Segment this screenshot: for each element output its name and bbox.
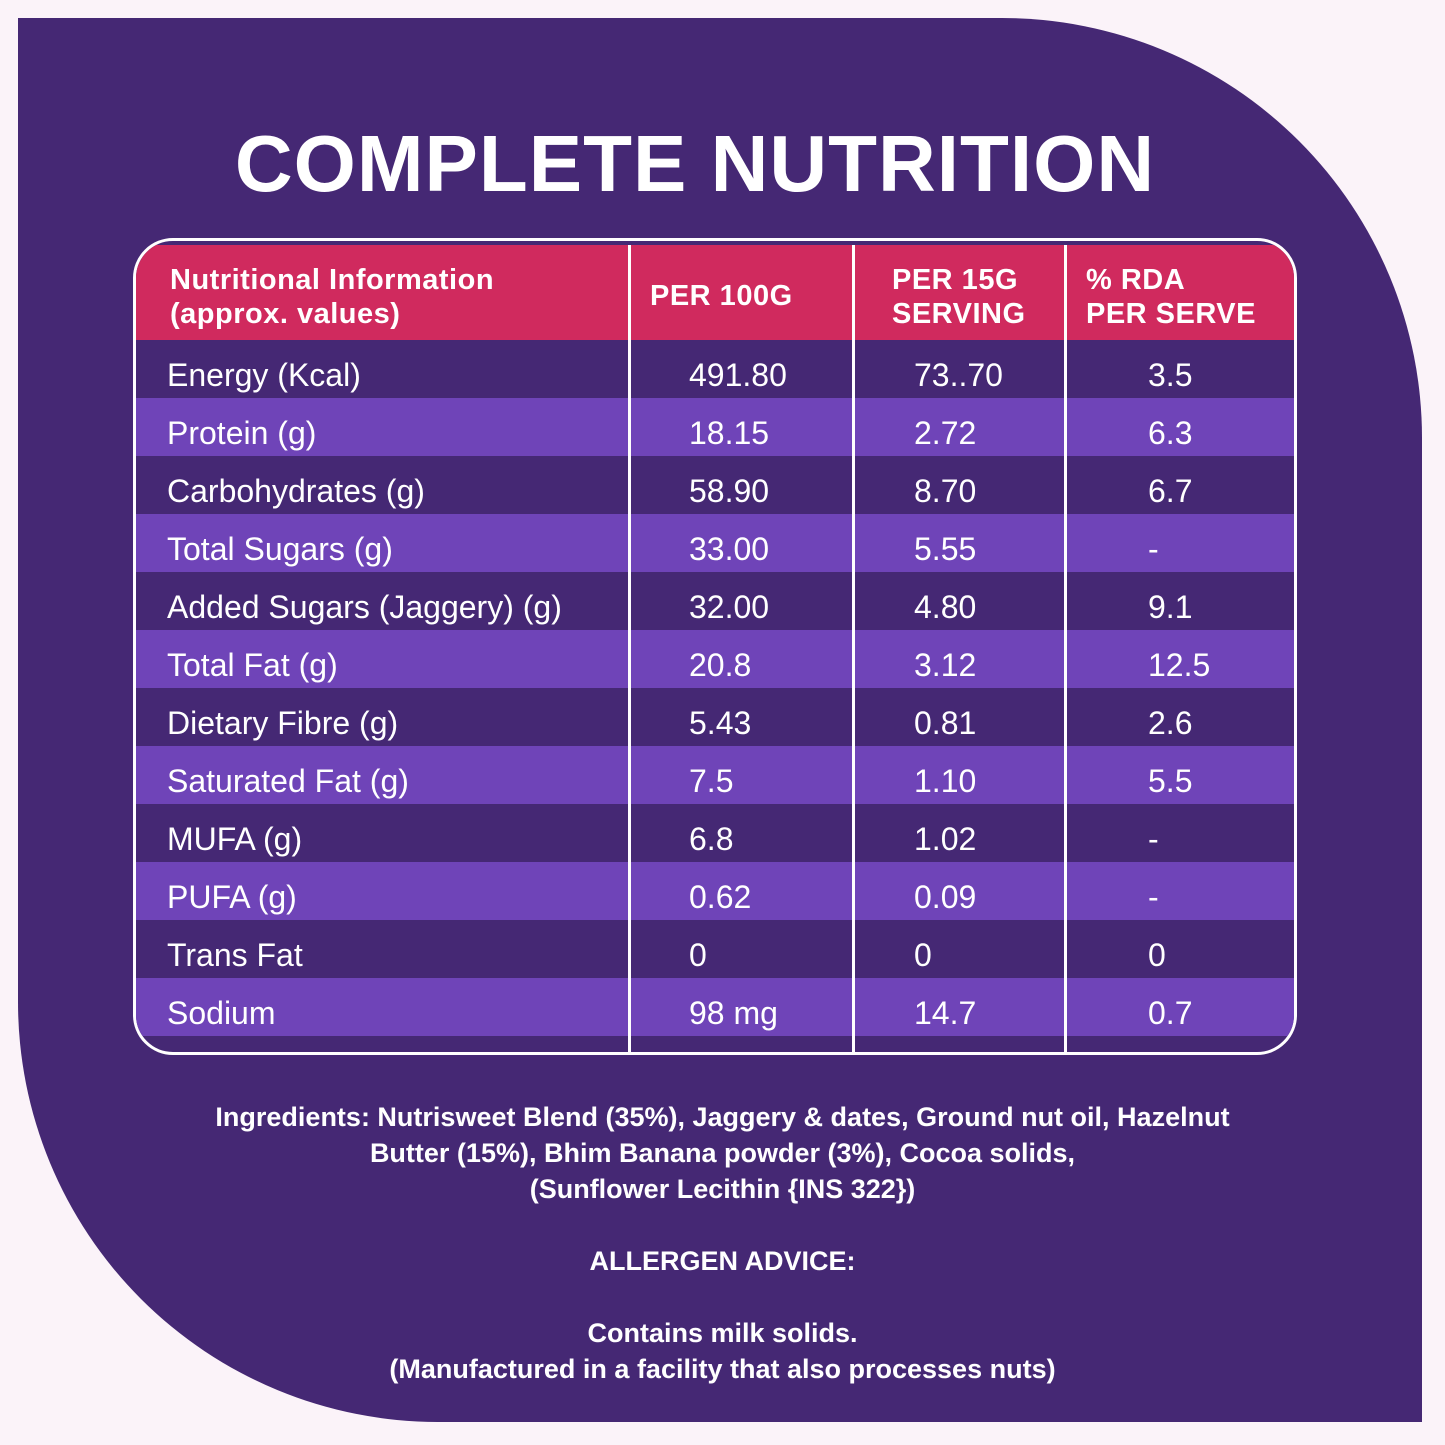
column-divider: [628, 245, 631, 1052]
value-cell: 0.09: [914, 879, 977, 915]
allergen-line: (Manufactured in a facility that also pr…: [389, 1354, 1056, 1384]
value-cell: 5.5: [1148, 763, 1193, 799]
column-divider: [1064, 245, 1067, 1052]
value-cell: 3.5: [1148, 357, 1193, 393]
header-line: PER 100G: [650, 280, 793, 312]
table-row: Total Sugars (g) 33.00 5.55 -: [136, 514, 1294, 572]
nutrient-name: Total Fat (g): [167, 647, 338, 683]
value-cell: 7.5: [689, 763, 734, 799]
nutrient-name: Energy (Kcal): [167, 357, 361, 393]
allergen-heading: ALLERGEN ADVICE:: [589, 1246, 856, 1276]
value-cell: 98 mg: [689, 995, 778, 1031]
header-line: SERVING: [892, 298, 1026, 330]
value-cell: 4.80: [914, 589, 977, 625]
nutrient-name: MUFA (g): [167, 821, 303, 857]
header-line: % RDA: [1086, 264, 1186, 296]
table-header: Nutritional Information (approx. values) P…: [136, 245, 1294, 340]
nutrient-name: PUFA (g): [167, 879, 297, 915]
value-cell: 0: [689, 937, 707, 973]
header-line: (approx. values): [170, 298, 401, 330]
ingredients: Ingredients: Nutrisweet Blend (35%), Jag…: [0, 1099, 1445, 1207]
value-cell: 9.1: [1148, 589, 1193, 625]
value-cell: -: [1148, 821, 1159, 857]
allergen-text: Contains milk solids. (Manufactured in a …: [0, 1315, 1445, 1387]
nutrition-table: Nutritional Information (approx. values) P…: [133, 238, 1297, 1055]
value-cell: 73..70: [914, 357, 1003, 393]
header-cell: % RDA PER SERVE: [1086, 263, 1256, 331]
value-cell: 6.3: [1148, 415, 1193, 451]
nutrient-name: Saturated Fat (g): [167, 763, 409, 799]
header-line: PER SERVE: [1086, 298, 1256, 330]
value-cell: 32.00: [689, 589, 770, 625]
nutrient-name: Protein (g): [167, 415, 317, 451]
table-row: Saturated Fat (g) 7.5 1.10 5.5: [136, 746, 1294, 804]
header-line: PER 15G: [892, 264, 1018, 296]
value-cell: 2.72: [914, 415, 977, 451]
nutrient-name: Added Sugars (Jaggery) (g): [167, 589, 562, 625]
ingredients-line: Butter (15%), Bhim Banana powder (3%), C…: [369, 1138, 1076, 1168]
value-cell: 18.15: [689, 415, 770, 451]
value-cell: 5.55: [914, 531, 977, 567]
header-cell: PER 15G SERVING: [892, 263, 1026, 331]
value-cell: 0.62: [689, 879, 752, 915]
column-divider: [852, 245, 855, 1052]
value-cell: 2.6: [1148, 705, 1193, 741]
table-row: Energy (Kcal) 491.80 73..70 3.5: [136, 340, 1294, 398]
title: COMPLETE NUTRITION: [234, 119, 1156, 208]
table-row: Sodium 98 mg 14.7 0.7: [136, 978, 1294, 1036]
nutrient-name: Total Sugars (g): [167, 531, 393, 567]
ingredients-line: Ingredients: Nutrisweet Blend (35%), Jag…: [215, 1102, 1230, 1132]
table-row: Trans Fat 0 0 0: [136, 920, 1294, 978]
nutrient-name: Sodium: [167, 995, 276, 1031]
value-cell: 0: [914, 937, 932, 973]
table-row: Added Sugars (Jaggery) (g) 32.00 4.80 9.1: [136, 572, 1294, 630]
value-cell: 1.10: [914, 763, 977, 799]
value-cell: 6.7: [1148, 473, 1193, 509]
nutrient-name: Dietary Fibre (g): [167, 705, 399, 741]
value-cell: 12.5: [1148, 647, 1211, 683]
nutrient-name: Trans Fat: [167, 937, 303, 973]
table-row: Carbohydrates (g) 58.90 8.70 6.7: [136, 456, 1294, 514]
header-line: Nutritional Information: [170, 264, 495, 296]
value-cell: 0.7: [1148, 995, 1193, 1031]
value-cell: 14.7: [914, 995, 977, 1031]
value-cell: 0.81: [914, 705, 977, 741]
value-cell: 20.8: [689, 647, 752, 683]
table-row: MUFA (g) 6.8 1.02 -: [136, 804, 1294, 862]
ingredients-line: (Sunflower Lecithin {INS 322}): [529, 1174, 916, 1204]
value-cell: 0: [1148, 937, 1166, 973]
header-cell: PER 100G: [650, 279, 793, 313]
value-cell: 1.02: [914, 821, 977, 857]
table-row: Dietary Fibre (g) 5.43 0.81 2.6: [136, 688, 1294, 746]
nutrient-name: Carbohydrates (g): [167, 473, 425, 509]
value-cell: 491.80: [689, 357, 787, 393]
header-cell: Nutritional Information (approx. values): [170, 263, 494, 331]
table-row: PUFA (g) 0.62 0.09 -: [136, 862, 1294, 920]
allergen-line: Contains milk solids.: [587, 1318, 858, 1348]
value-cell: 6.8: [689, 821, 734, 857]
table-row: Total Fat (g) 20.8 3.12 12.5: [136, 630, 1294, 688]
value-cell: 5.43: [689, 705, 752, 741]
value-cell: 58.90: [689, 473, 770, 509]
value-cell: -: [1148, 531, 1159, 567]
value-cell: 8.70: [914, 473, 977, 509]
value-cell: 33.00: [689, 531, 770, 567]
value-cell: -: [1148, 879, 1159, 915]
value-cell: 3.12: [914, 647, 977, 683]
table-row: Protein (g) 18.15 2.72 6.3: [136, 398, 1294, 456]
